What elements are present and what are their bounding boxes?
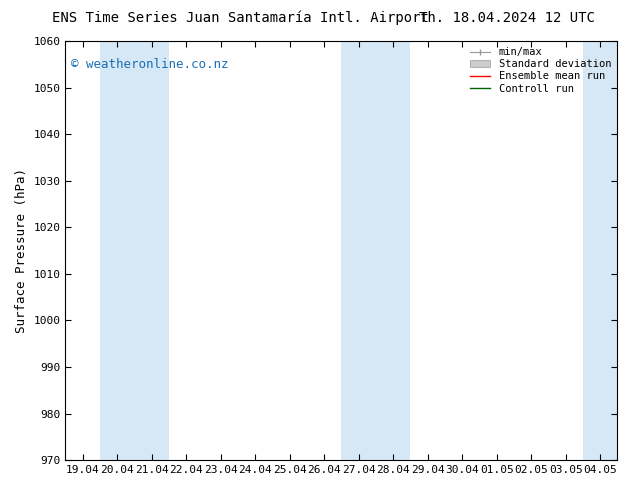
Bar: [583, 41, 618, 460]
Legend: min/max, Standard deviation, Ensemble mean run, Controll run: min/max, Standard deviation, Ensemble me…: [465, 43, 616, 98]
Bar: [100, 41, 169, 460]
Y-axis label: Surface Pressure (hPa): Surface Pressure (hPa): [15, 168, 28, 333]
Text: © weatheronline.co.nz: © weatheronline.co.nz: [71, 58, 228, 71]
Bar: [342, 41, 410, 460]
Text: Th. 18.04.2024 12 UTC: Th. 18.04.2024 12 UTC: [419, 11, 595, 25]
Text: ENS Time Series Juan Santamaría Intl. Airport: ENS Time Series Juan Santamaría Intl. Ai…: [53, 11, 429, 25]
